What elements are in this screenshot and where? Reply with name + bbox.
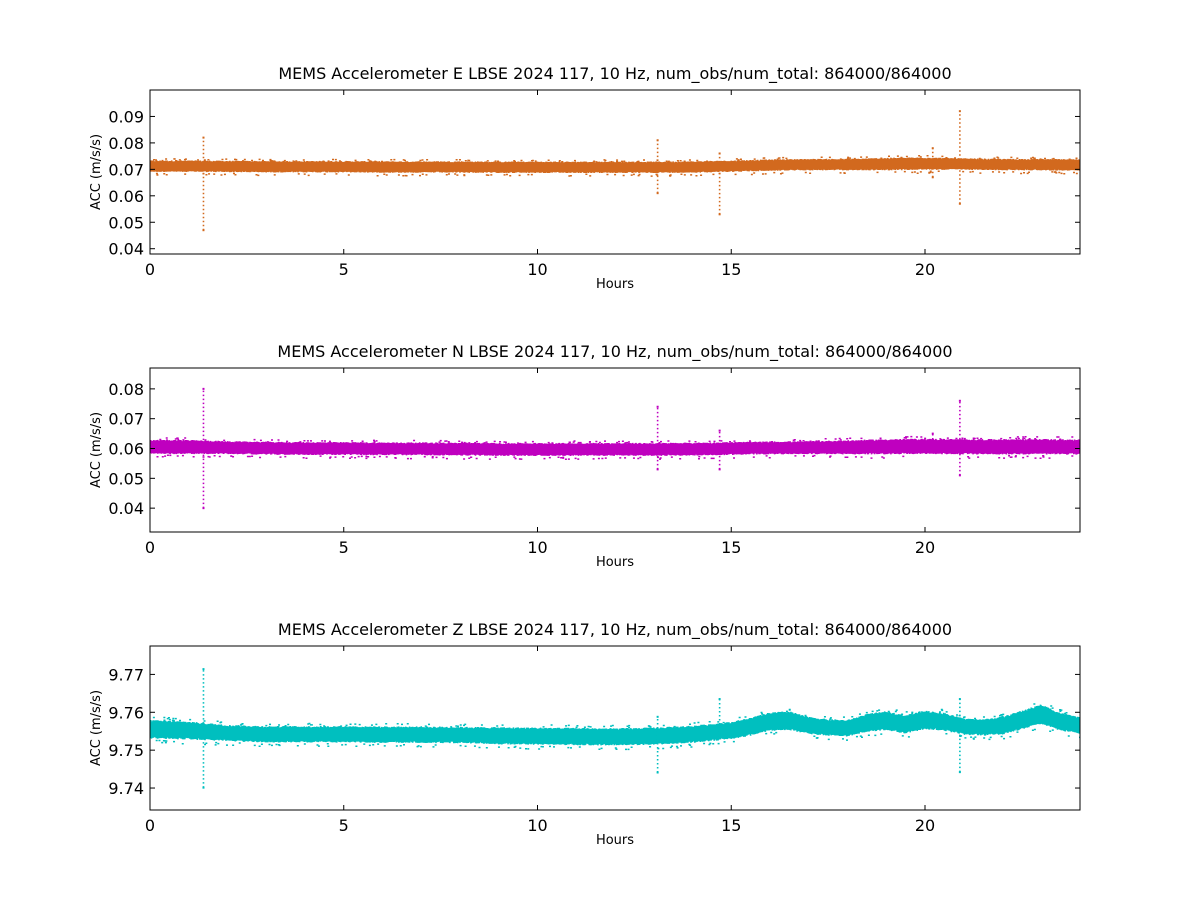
y-tick-label-z-3: 9.77 (108, 665, 144, 684)
spike-max-n-2 (718, 429, 721, 432)
y-tick-label-n-1: 0.05 (108, 469, 144, 488)
x-axis-label-e: Hours (596, 277, 634, 292)
spike-max-e-3 (931, 147, 934, 150)
spike-max-e-4 (958, 110, 961, 113)
chart-title-z: MEMS Accelerometer Z LBSE 2024 117, 10 H… (278, 620, 952, 640)
axes-frame-z (149, 645, 1081, 811)
y-tick-label-e-0: 0.04 (108, 240, 144, 259)
chart-title-e: MEMS Accelerometer E LBSE 2024 117, 10 H… (278, 64, 951, 84)
y-axis-label-z: ACC (m/s/s) (89, 690, 104, 766)
spike-max-n-0 (202, 387, 205, 390)
spike-min-e-3 (931, 176, 934, 179)
plot-area-n (150, 387, 1080, 510)
subplots: 0 5 10 15 20 0.04 0.05 0.06 0.07 0.08 0.09 MEMS Acc… (89, 64, 1081, 848)
x-tick-label-z-0: 0 (145, 816, 155, 835)
y-tick-label-z-0: 9.74 (108, 779, 144, 798)
chart-title-n: MEMS Accelerometer N LBSE 2024 117, 10 H… (277, 342, 952, 362)
spike-min-e-2 (718, 213, 721, 216)
spike-min-n-3 (931, 450, 934, 453)
x-tick-label-e-0: 0 (145, 260, 155, 279)
x-tick-label-e-3: 15 (721, 260, 741, 279)
x-tick-label-n-2: 10 (527, 538, 547, 557)
x-tick-label-z-2: 10 (527, 816, 547, 835)
spike-min-n-0 (202, 507, 205, 510)
spike-min-n-4 (958, 474, 961, 477)
x-tick-label-z-1: 5 (339, 816, 349, 835)
spike-min-e-0 (202, 229, 205, 232)
spike-min-z-2 (718, 735, 721, 738)
y-tick-label-e-1: 0.05 (108, 213, 144, 232)
x-tick-label-n-0: 0 (145, 538, 155, 557)
plot-area-e (150, 110, 1080, 232)
spike-max-z-3 (958, 698, 961, 701)
spike-max-z-1 (656, 715, 659, 718)
spike-min-z-3 (958, 771, 961, 774)
x-tick-label-n-3: 15 (721, 538, 741, 557)
subplot-e: 0 5 10 15 20 0.04 0.05 0.06 0.07 0.08 0.09 MEMS Acc… (89, 64, 1081, 292)
x-tick-label-z-4: 20 (915, 816, 935, 835)
outlier-points-n (156, 435, 1074, 461)
spike-max-z-0 (202, 668, 205, 671)
x-tick-label-e-1: 5 (339, 260, 349, 279)
x-tick-label-n-4: 20 (915, 538, 935, 557)
y-tick-label-n-4: 0.08 (108, 380, 144, 399)
subplot-n: 0 5 10 15 20 0.04 0.05 0.06 0.07 0.08 MEMS Acceler… (89, 342, 1081, 570)
y-tick-label-e-4: 0.08 (108, 134, 144, 153)
spike-max-e-1 (656, 139, 659, 142)
spike-max-e-0 (202, 136, 205, 139)
y-axis-label-e: ACC (m/s/s) (89, 134, 104, 210)
axes-frame-e (149, 89, 1081, 255)
spike-max-n-3 (931, 432, 934, 435)
spike-min-n-1 (656, 468, 659, 471)
spike-min-z-0 (202, 786, 205, 789)
y-tick-label-e-2: 0.06 (108, 187, 144, 206)
spike-max-e-2 (718, 152, 721, 155)
y-tick-label-e-3: 0.07 (108, 160, 144, 179)
spike-max-z-2 (718, 698, 721, 701)
subplot-z: 0 5 10 15 20 9.74 9.75 9.76 9.77 MEMS Acceleromet… (89, 620, 1081, 848)
x-tick-label-n-1: 5 (339, 538, 349, 557)
spike-min-n-2 (718, 468, 721, 471)
x-tick-label-e-4: 20 (915, 260, 935, 279)
x-tick-label-e-2: 10 (527, 260, 547, 279)
y-tick-label-n-0: 0.04 (108, 499, 144, 518)
y-tick-label-z-2: 9.76 (108, 703, 144, 722)
y-tick-label-z-1: 9.75 (108, 741, 144, 760)
axes-frame-n (149, 367, 1081, 533)
data-band-z (150, 704, 1080, 746)
y-tick-label-n-3: 0.07 (108, 410, 144, 429)
spike-max-n-4 (958, 399, 961, 402)
spike-max-n-1 (656, 405, 659, 408)
spike-min-e-1 (656, 192, 659, 195)
data-band-n (150, 438, 1080, 456)
data-band-e (150, 157, 1080, 174)
spike-min-z-1 (656, 771, 659, 774)
spike-min-e-4 (958, 202, 961, 205)
x-axis-label-n: Hours (596, 555, 634, 570)
y-tick-label-n-2: 0.06 (108, 440, 144, 459)
plot-area-z (150, 668, 1080, 789)
x-tick-label-z-3: 15 (721, 816, 741, 835)
y-axis-label-n: ACC (m/s/s) (89, 412, 104, 488)
y-tick-label-e-5: 0.09 (108, 107, 144, 126)
x-axis-label-z: Hours (596, 833, 634, 848)
